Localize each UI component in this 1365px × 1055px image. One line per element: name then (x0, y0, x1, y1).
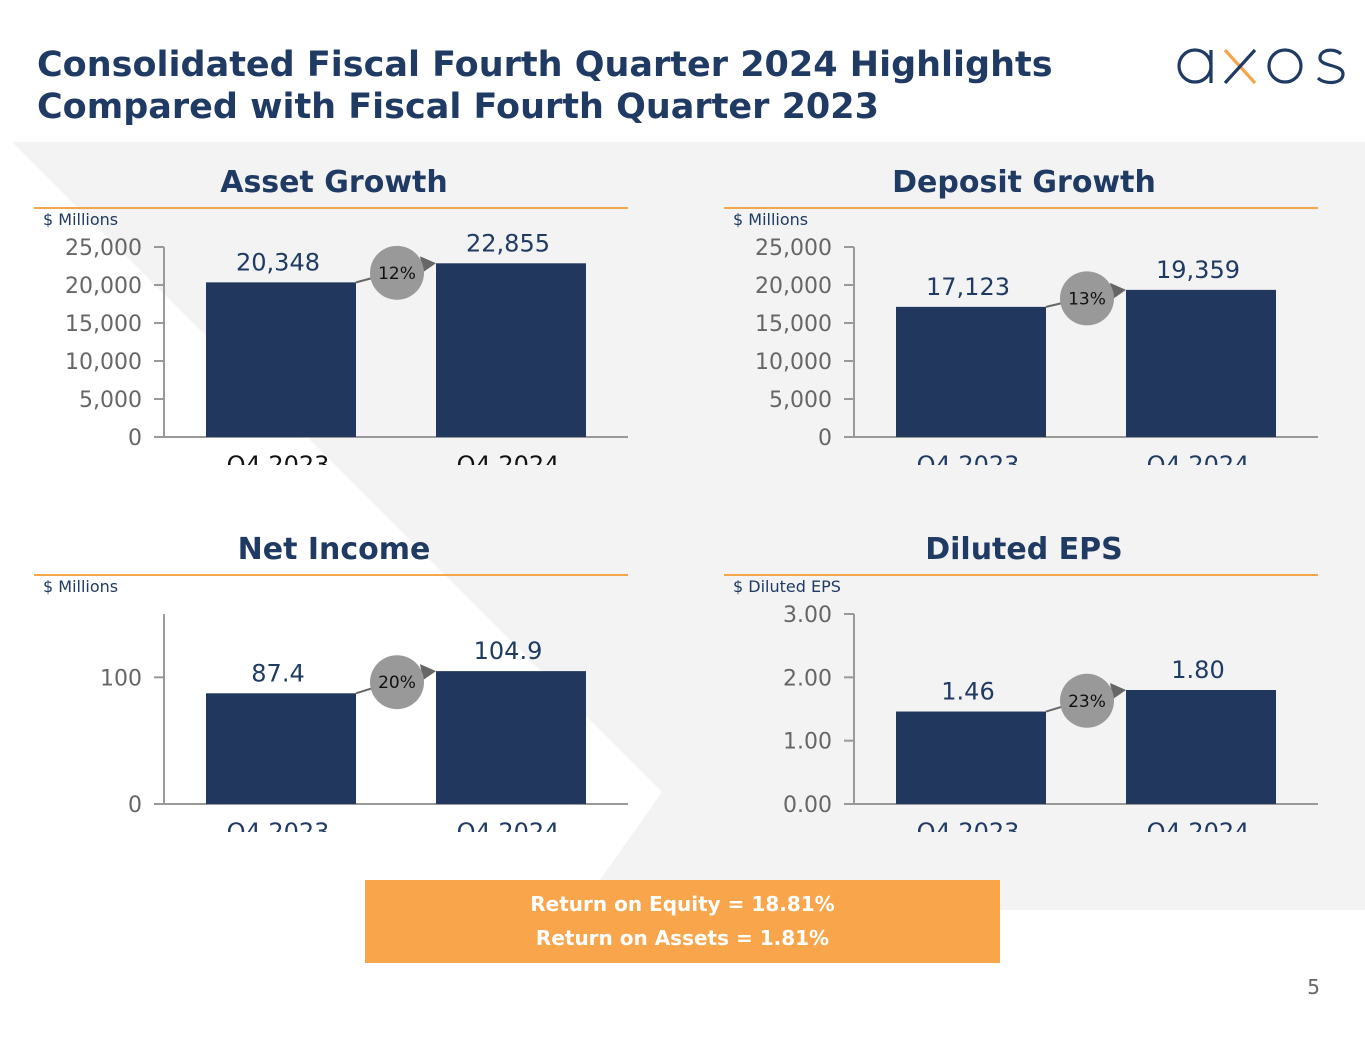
y-tick-label: 10,000 (755, 350, 832, 375)
y-tick-label: 2.00 (783, 666, 832, 691)
bar-value-label: 104.9 (474, 637, 543, 665)
growth-percent-label: 23% (1068, 692, 1106, 712)
growth-bubble (370, 245, 424, 300)
growth-bubble (370, 655, 424, 710)
bar-value-label: 1.46 (941, 678, 994, 706)
growth-arrowhead (1110, 683, 1126, 699)
deposit-growth-chart: 0 5,000 10,000 15,000 20,000 25,000 17,123 Q4 2… (755, 236, 1318, 465)
x-tick-label: Q4 2024 (457, 451, 560, 465)
y-tick-label: 100 (100, 666, 142, 691)
asset-growth-unit: $ Millions (43, 210, 119, 229)
growth-bubble (1060, 673, 1114, 728)
x-tick-label: Q4 2024 (1147, 451, 1250, 465)
y-tick-label: 0 (128, 426, 142, 451)
asset-growth-underline (34, 207, 628, 209)
growth-percent-label: 12% (378, 264, 416, 284)
y-tick-label: 10,000 (65, 350, 142, 375)
growth-arrowhead (420, 664, 436, 681)
x-tick-label: Q4 2023 (227, 818, 330, 832)
bar-value-label: 87.4 (251, 659, 304, 687)
growth-percent-label: 20% (378, 673, 416, 693)
x-tick-label: Q4 2023 (917, 818, 1020, 832)
axos-logo (1177, 48, 1345, 85)
y-tick-label: 1.00 (783, 730, 832, 755)
asset-growth-chart: 0 5,000 10,000 15,000 20,000 25,000 20,348 Q4 2… (65, 229, 628, 465)
x-tick-label: Q4 2024 (1147, 818, 1250, 832)
diluted-eps-unit: $ Diluted EPS (733, 577, 841, 596)
bar-value-label: 1.80 (1171, 656, 1224, 684)
bar (206, 693, 356, 804)
net-income-title: Net Income (237, 532, 431, 567)
diluted-eps-title: Diluted EPS (925, 532, 1123, 567)
diluted-eps-underline (724, 574, 1318, 576)
y-tick-label: 25,000 (755, 236, 832, 261)
y-tick-label: 5,000 (769, 388, 832, 413)
x-tick-label: Q4 2023 (227, 451, 330, 465)
y-tick-label: 25,000 (65, 236, 142, 261)
net-income-chart: 0 100 87.4 Q4 2023 104.9 Q4 2024 20% (100, 614, 628, 832)
bar-value-label: 22,855 (466, 229, 550, 257)
logo-letter-s (1316, 48, 1345, 85)
y-tick-label: 20,000 (65, 274, 142, 299)
bar (206, 282, 356, 437)
growth-percent-label: 13% (1068, 289, 1106, 309)
y-tick-label: 0.00 (783, 793, 832, 818)
y-tick-label: 15,000 (755, 312, 832, 337)
page-title: Consolidated Fiscal Fourth Quarter 2024 … (37, 44, 1053, 128)
logo-letter-o (1267, 48, 1303, 84)
return-on-equity: Return on Equity = 18.81% (530, 892, 835, 916)
y-tick-label: 0 (128, 793, 142, 818)
diluted-eps-chart: 0.00 1.00 2.00 3.00 1.46 Q4 2023 1.80 Q4 2024 23… (783, 603, 1318, 832)
deposit-growth-unit: $ Millions (733, 210, 809, 229)
page-number: 5 (1307, 975, 1320, 999)
logo-letter-x (1223, 48, 1257, 85)
bar-value-label: 17,123 (926, 273, 1010, 301)
bar-value-label: 19,359 (1156, 256, 1240, 284)
asset-growth-panel: Asset Growth $ Millions 0 5,000 10,000 15,0… (34, 145, 634, 465)
growth-bubble (1060, 271, 1114, 326)
growth-arrowhead (420, 256, 436, 273)
x-tick-label: Q4 2023 (917, 451, 1020, 465)
title-line-1: Consolidated Fiscal Fourth Quarter 2024 … (37, 45, 1053, 85)
y-tick-label: 3.00 (783, 603, 832, 628)
bar (896, 306, 1046, 437)
net-income-unit: $ Millions (43, 577, 119, 596)
y-tick-label: 20,000 (755, 274, 832, 299)
bar-value-label: 20,348 (236, 248, 320, 276)
return-on-assets: Return on Assets = 1.81% (535, 926, 830, 950)
net-income-panel: Net Income $ Millions 0 100 87.4 Q4 2023 104… (34, 512, 634, 832)
bar (1126, 289, 1276, 437)
bar (896, 711, 1046, 804)
y-tick-label: 15,000 (65, 312, 142, 337)
asset-growth-title: Asset Growth (220, 165, 448, 200)
deposit-growth-panel: Deposit Growth $ Millions 0 5,000 10,000 15… (724, 145, 1324, 465)
y-tick-label: 5,000 (79, 388, 142, 413)
bar (436, 671, 586, 804)
bar (1126, 690, 1276, 804)
growth-arrowhead (1110, 282, 1126, 299)
x-tick-label: Q4 2024 (457, 818, 560, 832)
returns-callout: Return on Equity = 18.81% Return on Asse… (365, 880, 1000, 963)
title-line-2: Compared with Fiscal Fourth Quarter 2023 (37, 87, 879, 127)
net-income-underline (34, 574, 628, 576)
bar (436, 263, 586, 437)
deposit-growth-underline (724, 207, 1318, 209)
diluted-eps-panel: Diluted EPS $ Diluted EPS 0.00 1.00 2.00 3.… (724, 512, 1324, 832)
logo-letter-a (1177, 48, 1213, 84)
deposit-growth-title: Deposit Growth (892, 165, 1156, 200)
y-tick-label: 0 (818, 426, 832, 451)
